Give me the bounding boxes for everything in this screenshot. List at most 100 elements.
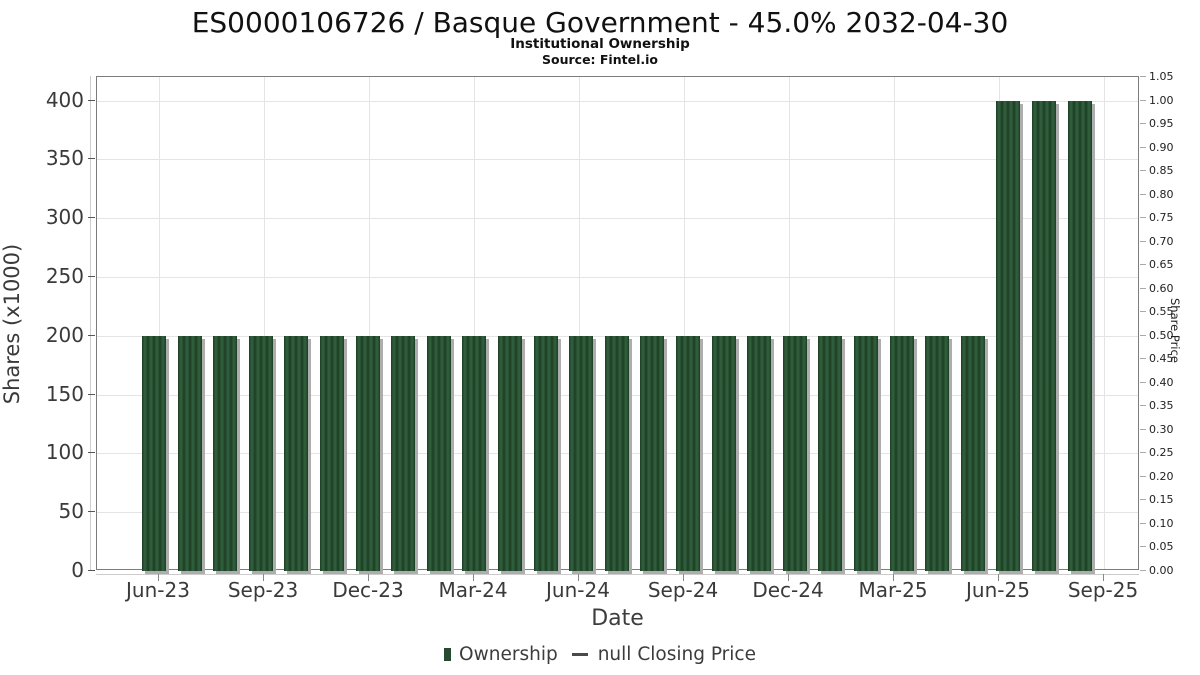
right-tick-label: 0.90 (1149, 140, 1174, 154)
right-tick-mark (1140, 170, 1146, 172)
ownership-bar (747, 335, 772, 571)
h-gridline (97, 218, 1138, 220)
right-tick-label: 0.10 (1149, 516, 1174, 530)
left-tick-label: 400 (45, 87, 84, 112)
left-tick-label: 300 (45, 205, 84, 230)
right-tick-mark (1140, 546, 1146, 548)
x-tick-label: Jun-23 (126, 578, 190, 602)
x-tick-label: Mar-24 (438, 578, 508, 602)
x-tick-mark (893, 574, 894, 581)
v-gridline (789, 77, 790, 569)
left-tick-label: 350 (45, 146, 84, 171)
left-tick-mark (88, 217, 95, 219)
x-tick-mark (158, 574, 159, 581)
x-tick-label: Jun-25 (966, 578, 1030, 602)
ownership-bar (711, 335, 736, 571)
ownership-bar (818, 335, 843, 571)
right-tick-label: 0.55 (1149, 305, 1174, 319)
right-tick-mark (1140, 76, 1146, 77)
right-tick-mark (1140, 264, 1146, 266)
x-tick-label: Sep-24 (647, 578, 719, 602)
left-tick-mark (88, 511, 95, 513)
left-tick-label: 200 (45, 322, 84, 347)
ownership-bar (640, 335, 665, 571)
right-tick-mark (1140, 358, 1146, 360)
closing-price-legend-dash-icon (571, 653, 588, 656)
ownership-bar (320, 335, 344, 571)
right-tick-mark (1140, 452, 1146, 454)
left-tick-mark (88, 393, 95, 395)
right-tick-label: 0.65 (1149, 258, 1174, 272)
right-tick-label: 1.05 (1149, 70, 1174, 83)
plot-area (96, 76, 1139, 571)
v-gridline (159, 77, 160, 569)
right-tick-label: 0.95 (1149, 117, 1174, 131)
h-gridline (97, 159, 1138, 161)
right-tick-mark (1140, 240, 1146, 242)
x-tick-mark (1103, 574, 1104, 581)
ownership-bar (142, 335, 166, 571)
x-tick-mark (263, 574, 264, 581)
x-tick-mark (368, 574, 369, 581)
v-gridline (264, 77, 265, 569)
right-tick-mark (1140, 475, 1146, 477)
left-tick-label: 250 (45, 263, 84, 288)
chart-title: ES0000106726 / Basque Government - 45.0%… (191, 6, 1009, 39)
ownership-bar (996, 100, 1021, 571)
h-gridline (97, 276, 1138, 278)
closing-price-legend-label: null Closing Price (597, 644, 756, 665)
left-tick-label: 150 (45, 381, 84, 406)
right-tick-label: 0.15 (1149, 493, 1174, 507)
right-tick-mark (1140, 311, 1146, 313)
right-tick-label: 0.60 (1149, 281, 1174, 295)
x-tick-mark (578, 574, 579, 581)
ownership-bar (604, 335, 629, 571)
chart-source: Source: Fintel.io (542, 52, 658, 67)
h-gridline (97, 100, 1138, 102)
ownership-legend-label: Ownership (459, 644, 558, 665)
ownership-bar (960, 335, 985, 571)
right-tick-label: 0.50 (1149, 328, 1174, 342)
right-tick-mark (1140, 570, 1146, 571)
x-tick-mark (683, 574, 684, 581)
ownership-bar (533, 335, 558, 571)
right-tick-label: 0.70 (1149, 234, 1174, 248)
ownership-legend-swatch-icon (444, 648, 452, 661)
right-tick-label: 0.20 (1149, 469, 1174, 483)
x-tick-mark (473, 574, 474, 581)
left-tick-mark (88, 334, 95, 336)
ownership-bar (854, 335, 878, 571)
ownership-bar (284, 335, 309, 571)
x-tick-mark (998, 574, 999, 581)
v-gridline (369, 77, 370, 569)
ownership-bar (676, 335, 700, 571)
x-tick-label: Sep-25 (1067, 578, 1139, 602)
x-tick-mark (788, 574, 789, 581)
v-gridline (579, 77, 580, 569)
ownership-bar (426, 335, 451, 571)
x-tick-label: Dec-24 (752, 578, 824, 602)
left-tick-label: 0 (71, 558, 84, 582)
right-tick-mark (1140, 381, 1146, 383)
ownership-bar (782, 335, 807, 571)
right-tick-mark (1140, 99, 1146, 101)
ownership-bar (462, 335, 487, 571)
right-tick-label: 0.45 (1149, 352, 1174, 366)
right-tick-label: 1.00 (1149, 93, 1174, 107)
ownership-bar (391, 335, 416, 571)
x-tick-label: Mar-25 (858, 578, 928, 602)
v-gridline (894, 77, 895, 569)
ownership-bar (925, 335, 950, 571)
left-tick-mark (88, 99, 95, 101)
right-tick-mark (1140, 193, 1146, 195)
left-axis-line (90, 76, 91, 570)
right-y-axis-title: Share Price (1168, 297, 1182, 363)
v-gridline (474, 77, 475, 569)
ownership-bar (1067, 100, 1092, 571)
ownership-bar (248, 335, 273, 571)
right-tick-mark (1140, 123, 1146, 125)
left-tick-mark (88, 158, 95, 160)
ownership-bar (889, 335, 914, 571)
right-tick-mark (1140, 522, 1146, 524)
